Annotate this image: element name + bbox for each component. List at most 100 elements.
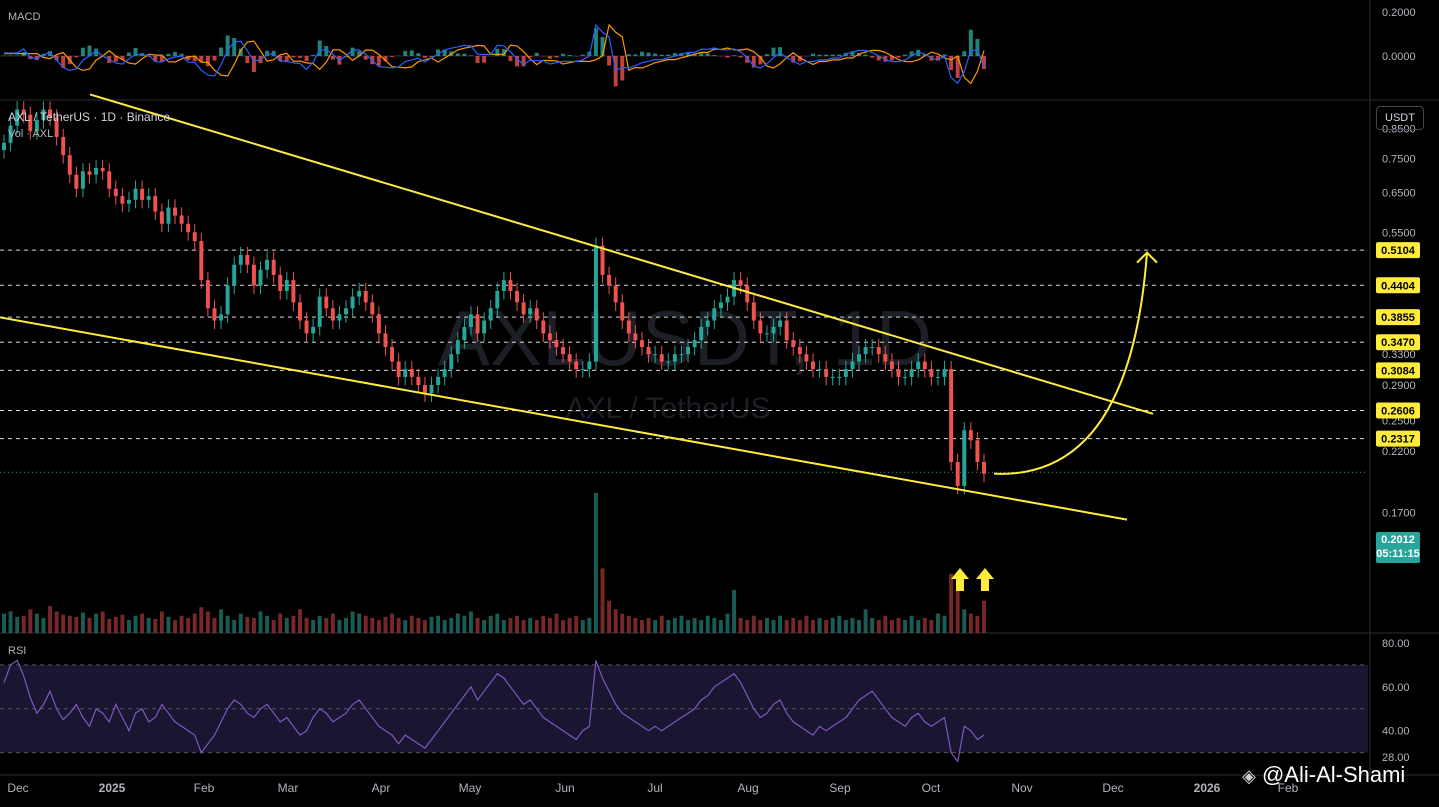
- rsi-tick-label: 80.00: [1382, 638, 1410, 650]
- macd-legend: MACD: [8, 11, 40, 23]
- candle-body: [160, 212, 164, 224]
- binance-logo-icon: ◈: [1242, 766, 1256, 786]
- volume-bar: [114, 617, 118, 633]
- candle-body: [357, 291, 361, 297]
- volume-bar: [897, 618, 901, 633]
- candle-body: [726, 297, 730, 303]
- candle-body: [403, 369, 407, 377]
- volume-bar: [48, 606, 52, 633]
- macd-histogram-bar: [311, 55, 315, 56]
- volume-bar: [2, 614, 6, 633]
- volume-bar: [134, 616, 138, 633]
- macd-histogram-bar: [765, 54, 769, 56]
- rsi-tick-label: 60.00: [1382, 682, 1410, 694]
- volume-bar: [41, 618, 45, 633]
- macd-histogram-bar: [423, 56, 427, 58]
- volume-bar: [916, 620, 920, 633]
- volume-bar: [193, 614, 197, 633]
- volume-bar: [482, 620, 486, 633]
- volume-bar: [883, 616, 887, 633]
- level-badge-label: 0.3470: [1381, 337, 1415, 349]
- volume-bar: [785, 620, 789, 633]
- candle-body: [555, 340, 559, 347]
- price-tick-label: 0.7500: [1382, 153, 1416, 165]
- volume-bar: [357, 614, 361, 633]
- candle-body: [456, 340, 460, 354]
- candle-body: [883, 354, 887, 361]
- candle-body: [653, 354, 657, 355]
- macd-tick-label: 0.0000: [1382, 51, 1416, 63]
- candle-body: [969, 430, 973, 440]
- candle-body: [265, 260, 269, 270]
- volume-bar: [94, 614, 98, 633]
- candle-body: [850, 362, 854, 370]
- candle-body: [390, 347, 394, 361]
- volume-bar: [384, 617, 388, 633]
- macd-histogram-bar: [706, 53, 710, 56]
- candle-body: [88, 171, 92, 174]
- macd-histogram-bar: [903, 55, 907, 56]
- candle-body: [337, 314, 341, 320]
- volume-bar: [726, 614, 730, 633]
- candle-body: [798, 347, 802, 354]
- macd-histogram-bar: [666, 55, 670, 56]
- candle-body: [910, 369, 914, 377]
- candle-body: [877, 347, 881, 354]
- volume-bar: [22, 616, 26, 633]
- level-badge-label: 0.2317: [1381, 434, 1415, 446]
- macd-histogram-bar: [633, 54, 637, 56]
- macd-histogram-bar: [81, 48, 85, 56]
- candle-body: [344, 308, 348, 314]
- volume-bar: [877, 620, 881, 633]
- volume-bar: [653, 620, 657, 633]
- candle-body: [410, 369, 414, 377]
- volume-bar: [561, 620, 565, 633]
- volume-bar: [739, 618, 743, 633]
- currency-button[interactable]: USDT: [1376, 106, 1424, 130]
- volume-bar: [522, 620, 526, 633]
- candle-body: [370, 302, 374, 314]
- volume-bar: [936, 614, 940, 633]
- level-badge-label: 0.3855: [1381, 312, 1415, 324]
- volume-bar: [160, 611, 164, 633]
- volume-bar: [436, 616, 440, 633]
- volume-bar: [745, 620, 749, 633]
- volume-bar: [311, 620, 315, 633]
- candle-body: [890, 362, 894, 370]
- candle-body: [199, 241, 203, 280]
- volume-bar: [166, 617, 170, 633]
- candle-body: [120, 196, 124, 204]
- level-badge-label: 0.3084: [1381, 365, 1416, 377]
- time-axis-label: Aug: [737, 781, 758, 795]
- volume-bar: [186, 618, 190, 633]
- macd-histogram-bar: [660, 55, 664, 56]
- candle-body: [916, 362, 920, 370]
- volume-bar: [331, 614, 335, 633]
- volume-bar: [370, 618, 374, 633]
- price-tick-label: 0.5500: [1382, 227, 1416, 239]
- candle-body: [193, 232, 197, 241]
- candle-body: [745, 286, 749, 303]
- macd-histogram-bar: [581, 55, 585, 56]
- macd-histogram-bar: [410, 50, 414, 56]
- macd-histogram-bar: [627, 54, 631, 56]
- time-axis-label: Jun: [555, 781, 574, 795]
- candle-body: [153, 196, 157, 211]
- macd-histogram-bar: [212, 56, 216, 61]
- macd-histogram-bar: [291, 56, 295, 57]
- macd-histogram-bar: [74, 56, 78, 57]
- candle-body: [107, 171, 111, 188]
- brand-handle: @Ali-Al-Shami: [1262, 762, 1405, 787]
- candle-body: [831, 377, 835, 378]
- up-arrow-icon: [976, 568, 994, 591]
- candle-body: [614, 286, 618, 303]
- volume-bar: [68, 616, 72, 633]
- macd-histogram-bar: [824, 55, 828, 56]
- level-badge-label: 0.5104: [1381, 245, 1416, 257]
- volume-bar: [929, 620, 933, 633]
- candle-body: [568, 354, 572, 361]
- volume-bar: [35, 614, 39, 633]
- candle-body: [752, 302, 756, 320]
- time-axis-label: Dec: [7, 781, 28, 795]
